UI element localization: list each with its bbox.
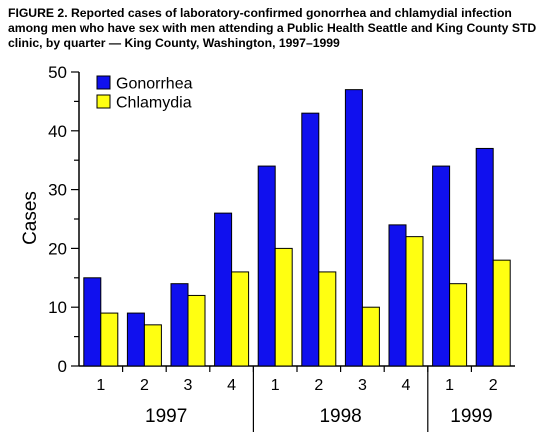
bar-chlamydia <box>143 324 162 367</box>
bar-gonorrhea <box>432 165 451 367</box>
x-tick-label: 4 <box>227 377 236 394</box>
x-tick-label: 1 <box>271 377 280 394</box>
legend-label-chlamydia: Chlamydia <box>116 95 192 112</box>
bar-chlamydia <box>274 247 293 367</box>
bar-chlamydia <box>100 312 119 367</box>
bar-gonorrhea <box>388 224 407 367</box>
x-tick-label: 3 <box>184 377 193 394</box>
y-tick-label: 50 <box>48 63 67 82</box>
bar-gonorrhea <box>126 312 145 367</box>
bar-gonorrhea <box>83 277 102 367</box>
legend-swatch-chlamydia <box>96 94 111 109</box>
y-tick-label: 20 <box>48 239 67 258</box>
group-label: 1998 <box>319 406 361 427</box>
y-tick-label: 40 <box>48 122 67 141</box>
bar-chlamydia <box>405 236 424 367</box>
x-tick-label: 1 <box>445 377 454 394</box>
bar-gonorrhea <box>170 283 189 367</box>
bar-gonorrhea <box>475 147 494 367</box>
group-label: 1997 <box>145 406 187 427</box>
bar-chlamydia <box>318 271 337 367</box>
bar-gonorrhea <box>344 89 363 367</box>
bar-gonorrhea <box>214 212 233 367</box>
bar-chlamydia <box>231 271 250 367</box>
bar-chlamydia <box>187 294 206 367</box>
axes: 0 10 20 30 40 50 1 2 3 4 1 2 3 4 1 2 1997 1998 1999 <box>48 63 515 432</box>
group-label: 1999 <box>450 406 492 427</box>
x-tick-label: 1 <box>96 377 105 394</box>
x-tick-label: 2 <box>314 377 323 394</box>
y-axis-label: Cases <box>20 191 41 245</box>
y-tick-label: 0 <box>58 357 67 376</box>
figure-title: FIGURE 2. Reported cases of laboratory-c… <box>8 6 537 50</box>
bar-gonorrhea <box>301 112 320 367</box>
x-tick-label: 4 <box>402 377 411 394</box>
legend-label-gonorrhea: Gonorrhea <box>116 76 193 93</box>
bars <box>83 89 511 367</box>
legend: Gonorrhea Chlamydia <box>96 75 193 112</box>
y-tick-label: 10 <box>48 298 67 317</box>
x-tick-label: 2 <box>489 377 498 394</box>
bar-chlamydia <box>492 259 511 367</box>
bar-chlamydia <box>361 306 380 367</box>
x-tick-label: 2 <box>140 377 149 394</box>
x-tick-label: 3 <box>358 377 367 394</box>
bar-gonorrhea <box>257 165 276 367</box>
bar-chlamydia <box>449 283 468 367</box>
legend-swatch-gonorrhea <box>96 75 111 90</box>
y-tick-label: 30 <box>48 181 67 200</box>
